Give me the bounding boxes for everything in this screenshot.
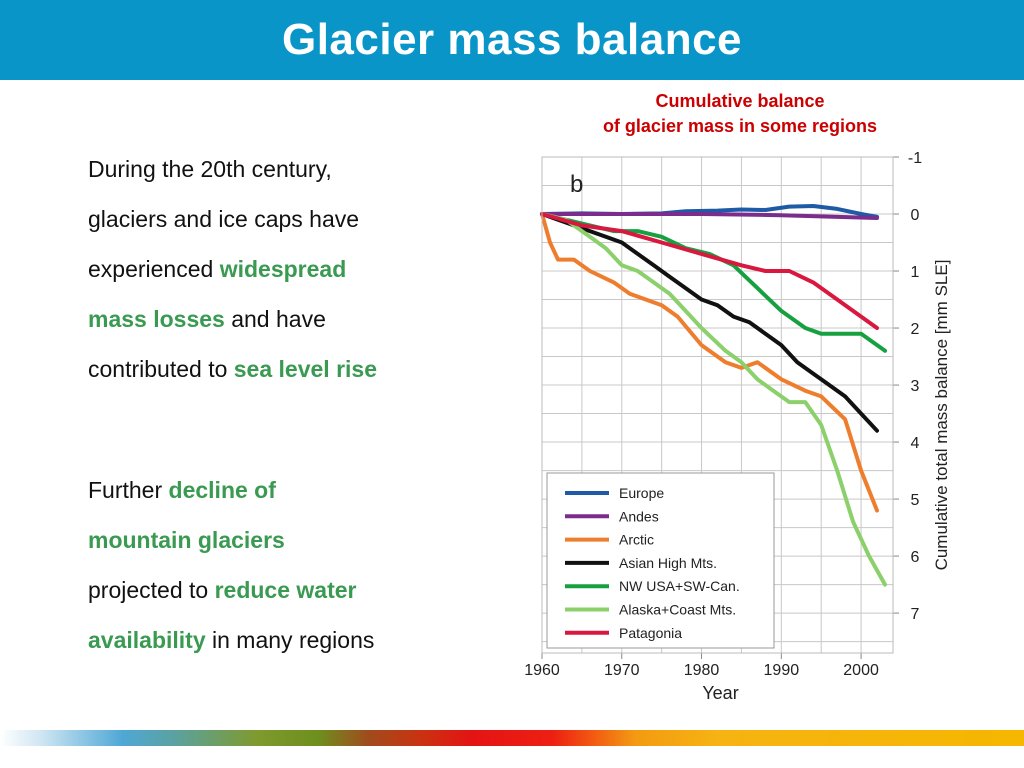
highlighted-text: decline of	[168, 477, 276, 503]
x-axis-title: Year	[702, 683, 738, 703]
y-tick-label: 2	[911, 321, 920, 338]
chart-title-line-2: of glacier mass in some regions	[602, 116, 878, 136]
series-line-arctic	[540, 212, 879, 513]
series-line-andes	[540, 212, 879, 220]
y-tick-label: 0	[911, 207, 920, 224]
panel-label: b	[570, 171, 583, 198]
x-tick-label: 2000	[843, 662, 879, 679]
x-tick-label: 1990	[764, 662, 800, 679]
legend-label: Asian High Mts.	[619, 555, 717, 571]
text-line: projected to reduce water	[88, 565, 488, 615]
y-tick-label: 7	[911, 606, 920, 623]
y-axis-title: Cumulative total mass balance [mm SLE]	[932, 260, 951, 571]
highlighted-text: mass losses	[88, 306, 225, 332]
highlighted-text: sea level rise	[233, 356, 377, 382]
legend-label: Arctic	[619, 532, 654, 548]
text-segment: projected to	[88, 577, 215, 603]
chart-title: Cumulative balance of glacier mass in so…	[540, 89, 940, 139]
text-segment: contributed to	[88, 356, 234, 382]
x-tick-label: 1960	[524, 662, 560, 679]
legend-label: Alaska+Coast Mts.	[619, 602, 736, 618]
legend-label: Patagonia	[619, 625, 682, 641]
footer-color-stripe	[0, 730, 1024, 746]
text-line: experienced widespread	[88, 244, 488, 294]
plot-frame	[541, 156, 894, 654]
text-segment: and have	[224, 306, 326, 332]
text-segment: glaciers and ice caps have	[88, 206, 360, 232]
x-tick-label: 1970	[604, 662, 640, 679]
text-line: availability in many regions	[88, 615, 488, 665]
text-line: During the 20th century,	[88, 144, 488, 194]
legend-label: NW USA+SW-Can.	[619, 578, 740, 594]
legend-label: Europe	[619, 485, 664, 501]
text-line: glaciers and ice caps have	[88, 194, 488, 244]
y-tick-label: 5	[911, 492, 920, 509]
text-line: mass losses and have	[88, 294, 488, 344]
y-tick-label: 6	[911, 549, 920, 566]
y-tick-label: 1	[911, 264, 920, 281]
x-tick-label: 1980	[684, 662, 720, 679]
text-line: Further decline of	[88, 465, 488, 515]
text-segment: in many regions	[205, 627, 375, 653]
text-block-projection: Further decline of mountain glaciers proje…	[88, 465, 488, 665]
series-line-patagonia	[540, 212, 879, 330]
text-line: contributed to sea level rise	[88, 344, 488, 394]
y-tick-label: -1	[908, 150, 922, 167]
glacier-mass-chart: 1960 1970 1980 1990 2000 -1 0 1 2 3 4 5 6 7 Year Cumula…	[524, 150, 951, 703]
highlighted-text: widespread	[219, 256, 347, 282]
highlighted-text: mountain glaciers	[88, 527, 285, 553]
text-segment: experienced	[88, 256, 220, 282]
highlighted-text: reduce water	[214, 577, 357, 603]
title-bar: Glacier mass balance	[0, 0, 1024, 80]
text-line: mountain glaciers	[88, 515, 488, 565]
text-block-20th-century: During the 20th century, glaciers and ice…	[88, 144, 488, 394]
highlighted-text: availability	[88, 627, 206, 653]
chart-title-line-1: Cumulative balance	[655, 91, 825, 111]
text-segment: Further	[88, 477, 169, 503]
series-line-alaska-coast-mts-	[540, 212, 887, 587]
slide-title: Glacier mass balance	[281, 15, 743, 64]
y-tick-label: 4	[911, 435, 920, 452]
legend-box	[546, 472, 775, 649]
y-tick-label: 3	[911, 378, 920, 395]
series-line-asian-high-mts-	[540, 212, 879, 433]
text-segment: During the 20th century,	[88, 156, 332, 182]
legend-label: Andes	[619, 508, 659, 524]
